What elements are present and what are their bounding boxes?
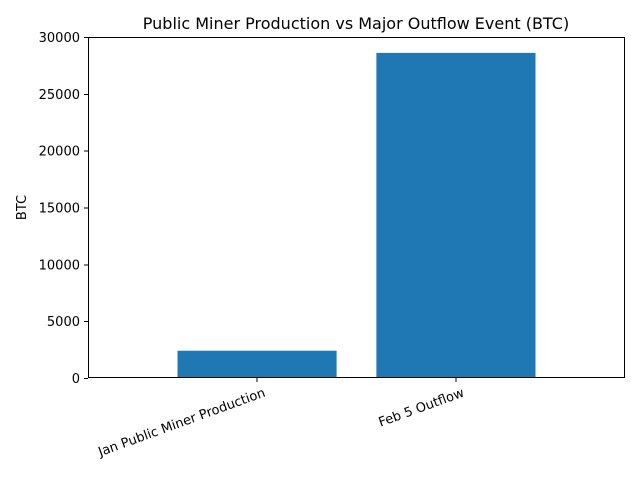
y-tick-label: 5000 <box>47 315 80 330</box>
y-tick-label: 30000 <box>39 31 80 46</box>
y-axis-label: BTC <box>15 195 30 220</box>
y-tick-label: 20000 <box>39 145 80 160</box>
x-tick-label: Jan Public Miner Production <box>96 386 268 461</box>
plot-frame <box>88 37 625 378</box>
x-tick-label: Feb 5 Outflow <box>377 386 467 431</box>
bars-layer <box>177 52 536 379</box>
bar-2 <box>376 52 536 379</box>
y-tick-label: 15000 <box>39 202 80 217</box>
y-tick-label: 10000 <box>39 258 80 273</box>
y-tick-label: 25000 <box>39 88 80 103</box>
y-tick-label: 0 <box>72 372 80 387</box>
chart-title: Public Miner Production vs Major Outflow… <box>143 14 569 33</box>
bar-1 <box>177 350 337 378</box>
